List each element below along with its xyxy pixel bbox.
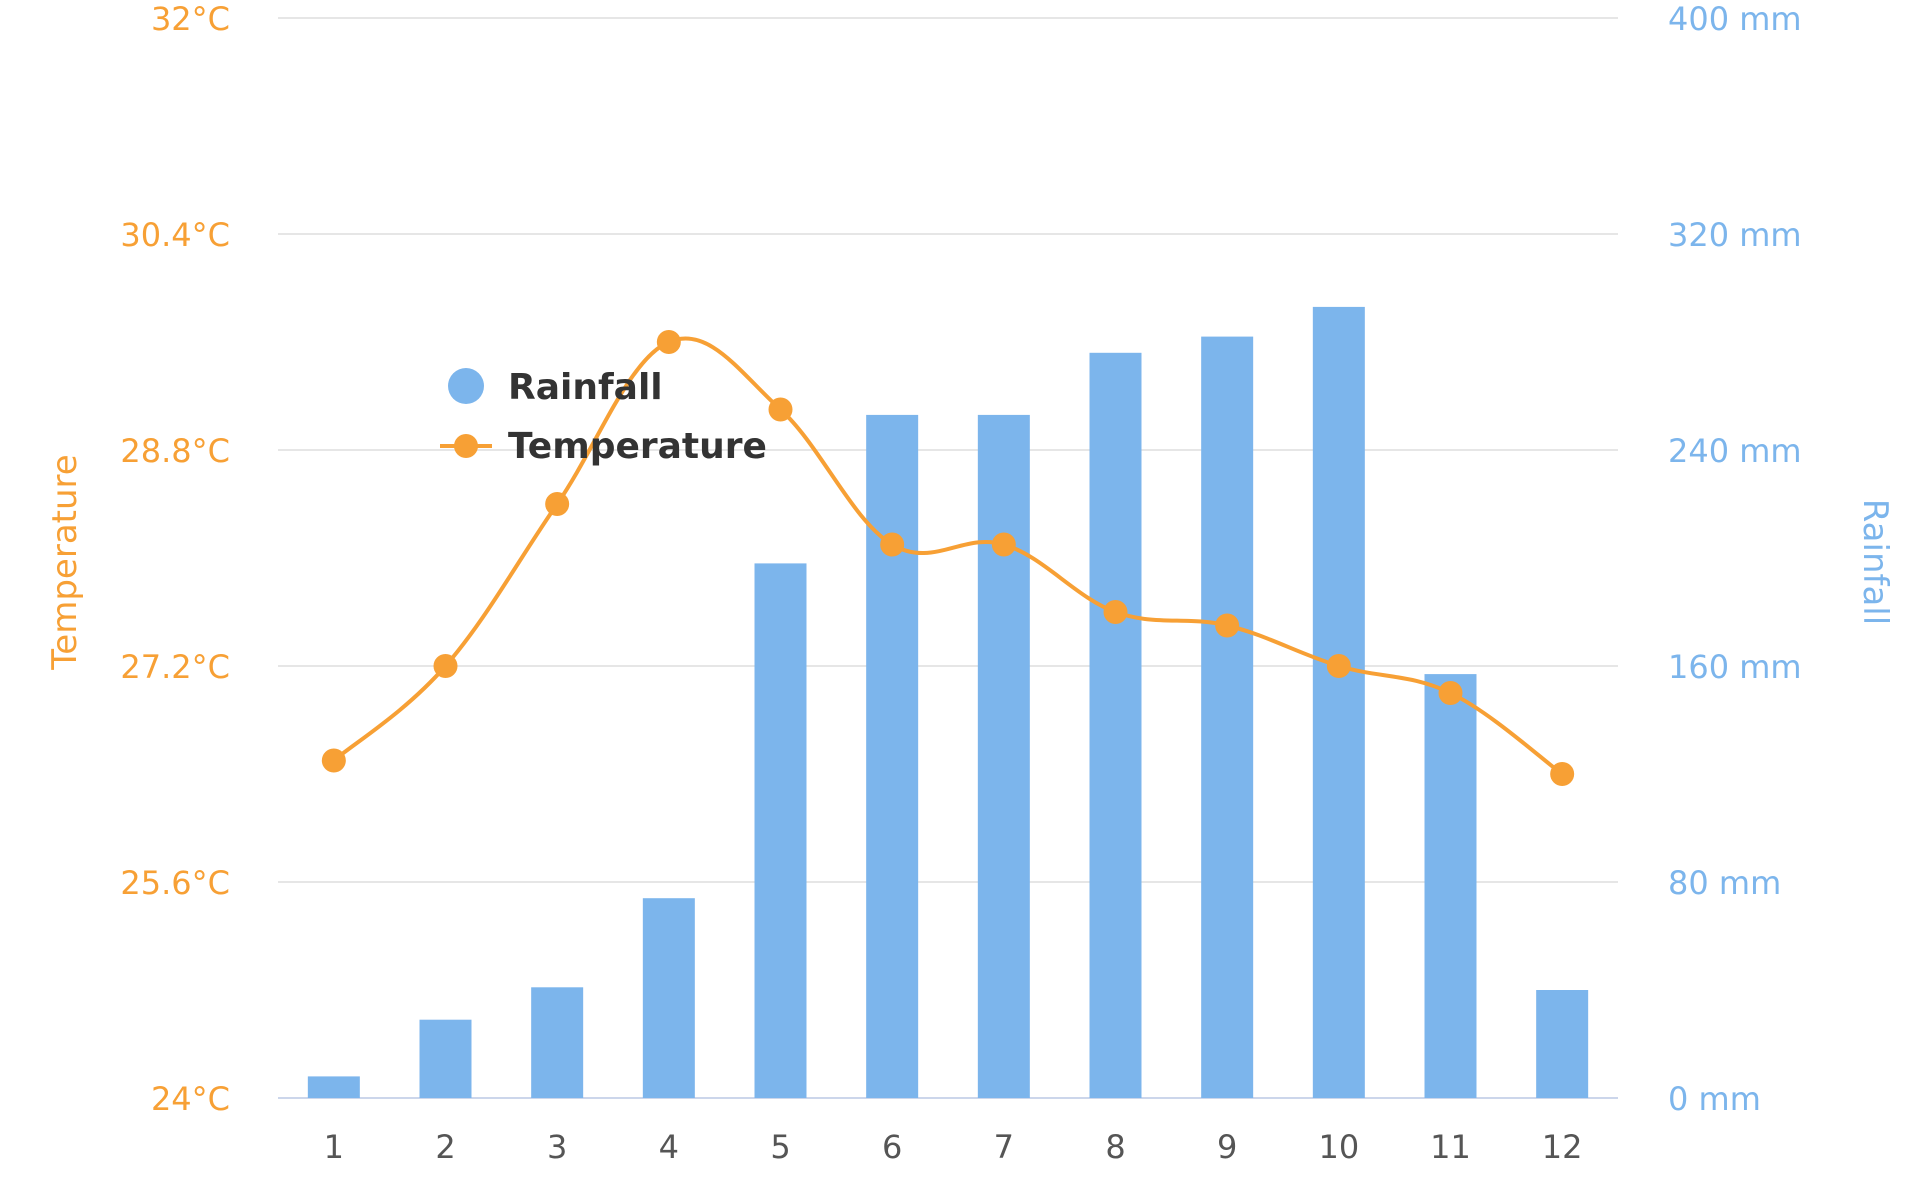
y-right-tick-label: 240 mm: [1668, 432, 1802, 470]
rainfall-bar[interactable]: [1201, 336, 1254, 1099]
x-tick-label: 5: [770, 1128, 790, 1166]
temperature-point[interactable]: [656, 330, 681, 354]
rainfall-bar[interactable]: [1424, 674, 1477, 1098]
x-tick-label: 3: [547, 1128, 567, 1166]
temperature-point[interactable]: [1215, 613, 1240, 638]
temperature-point[interactable]: [991, 532, 1016, 557]
x-tick-label: 9: [1217, 1128, 1237, 1166]
bar-layer: [307, 306, 1589, 1099]
y-axis-left-title: Temperature: [45, 454, 85, 670]
temperature-point[interactable]: [321, 748, 346, 773]
legend: Rainfall Temperature: [440, 367, 767, 467]
y-right-tick-label: 160 mm: [1668, 648, 1802, 686]
y-axis-right-title: Rainfall: [1855, 499, 1895, 625]
y-left-tick-label: 30.4°C: [120, 216, 230, 254]
y-left-tick-label: 32°C: [151, 0, 230, 38]
legend-rainfall-marker: [448, 368, 484, 404]
y-right-tick-label: 320 mm: [1668, 216, 1802, 254]
temperature-point[interactable]: [768, 397, 793, 422]
x-tick-label: 2: [435, 1128, 455, 1166]
temperature-point[interactable]: [1550, 762, 1575, 786]
legend-item-rainfall[interactable]: Rainfall: [448, 367, 663, 408]
rainfall-bar[interactable]: [307, 1076, 360, 1098]
rainfall-bar[interactable]: [754, 563, 807, 1098]
x-tick-label: 12: [1542, 1128, 1583, 1166]
legend-temperature-marker: [454, 434, 478, 458]
temperature-point[interactable]: [880, 532, 905, 557]
x-tick-label: 4: [659, 1128, 679, 1166]
temperature-point[interactable]: [545, 492, 570, 516]
rainfall-bar[interactable]: [977, 414, 1030, 1098]
x-tick-label: 7: [994, 1128, 1014, 1166]
temperature-point[interactable]: [433, 654, 458, 678]
y-left-tick-label: 28.8°C: [120, 432, 230, 470]
legend-temperature-label: Temperature: [508, 426, 767, 467]
rainfall-bar[interactable]: [1536, 990, 1589, 1098]
y-left-tick-label: 24°C: [151, 1080, 230, 1118]
x-tick-label: 1: [324, 1128, 344, 1166]
rainfall-bar[interactable]: [1312, 306, 1365, 1098]
y-left-tick-label: 25.6°C: [120, 864, 230, 902]
temperature-point[interactable]: [1103, 600, 1128, 624]
line-layer: [321, 330, 1575, 786]
legend-item-temperature[interactable]: Temperature: [440, 426, 767, 467]
temperature-point[interactable]: [1438, 681, 1463, 705]
y-right-tick-label: 400 mm: [1668, 0, 1802, 38]
rainfall-bar[interactable]: [866, 414, 919, 1098]
y-left-tick-label: 27.2°C: [120, 648, 230, 686]
y-right-tick-label: 0 mm: [1668, 1080, 1761, 1118]
temperature-point[interactable]: [1326, 654, 1351, 678]
rainfall-bar[interactable]: [642, 898, 695, 1098]
grid-layer: [278, 17, 1618, 1099]
x-tick-label: 8: [1105, 1128, 1125, 1166]
x-tick-label: 11: [1430, 1128, 1471, 1166]
x-tick-label: 6: [882, 1128, 902, 1166]
legend-rainfall-label: Rainfall: [508, 367, 663, 408]
rainfall-bar[interactable]: [1089, 352, 1142, 1098]
rainfall-bar[interactable]: [531, 987, 584, 1098]
rainfall-bar[interactable]: [419, 1019, 472, 1098]
y-right-tick-label: 80 mm: [1668, 864, 1781, 902]
x-tick-label: 10: [1318, 1128, 1359, 1166]
